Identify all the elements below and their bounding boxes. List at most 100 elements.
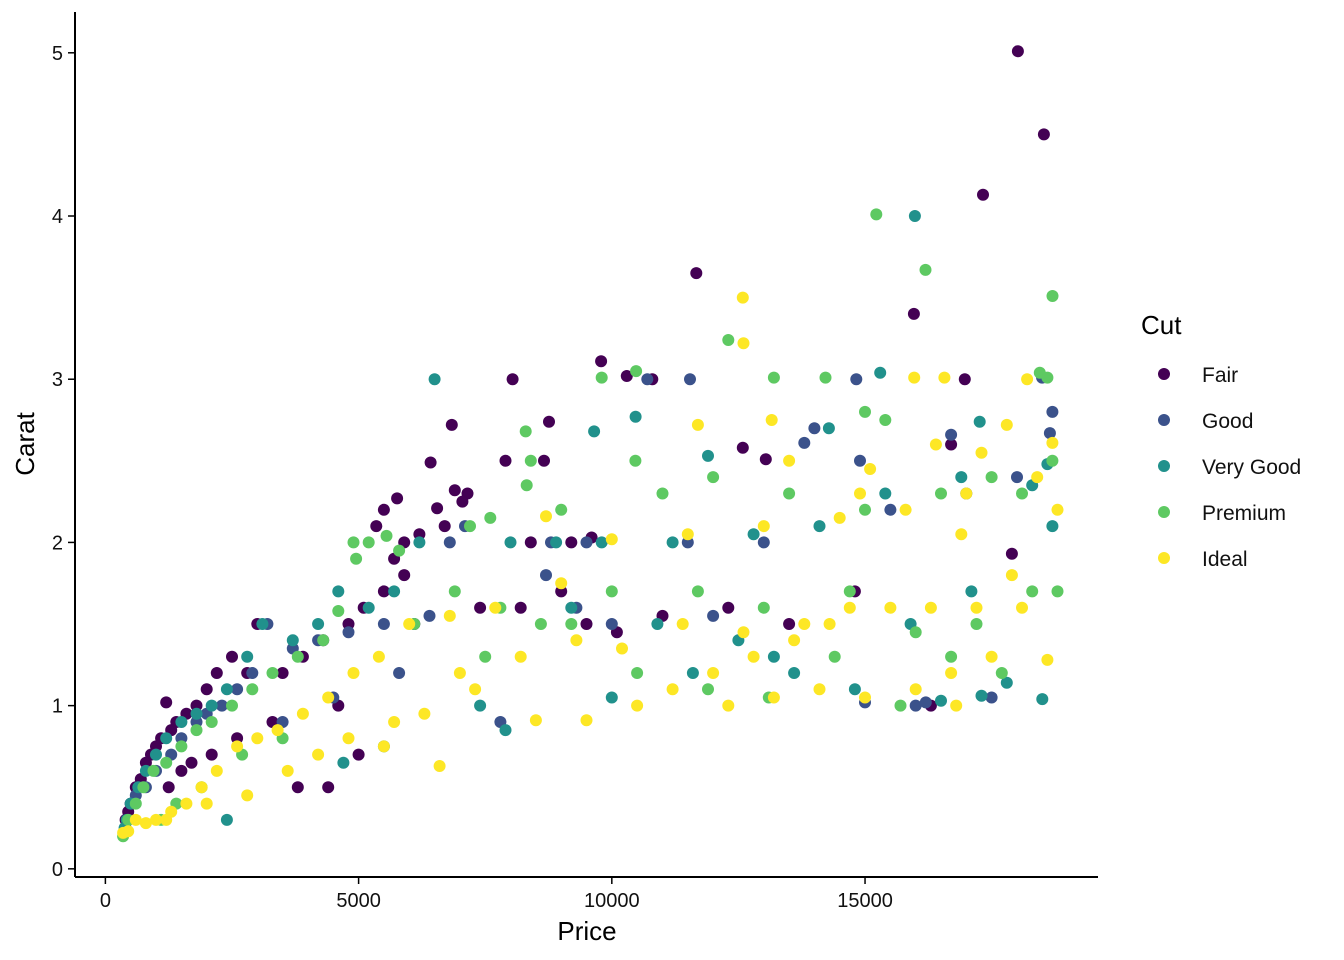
point-very-good [190, 707, 203, 720]
point-ideal [605, 533, 618, 546]
point-very-good [565, 601, 578, 614]
point-premium [757, 601, 770, 614]
point-ideal [945, 667, 958, 679]
point-premium [767, 371, 780, 384]
point-very-good [241, 650, 254, 663]
point-fair [445, 418, 458, 431]
point-ideal [843, 601, 856, 614]
point-ideal [271, 724, 284, 737]
point-premium [605, 585, 618, 598]
point-very-good [428, 373, 441, 386]
legend-key-very-good [1158, 460, 1170, 472]
point-premium [656, 487, 669, 500]
point-good [1046, 405, 1059, 418]
point-ideal [833, 511, 846, 524]
legend-label-ideal: Ideal [1202, 548, 1248, 571]
point-good [215, 699, 228, 712]
point-good [884, 503, 897, 516]
point-fair [456, 495, 469, 508]
point-ideal [195, 781, 208, 794]
legend-key-good [1158, 414, 1170, 426]
point-very-good [595, 536, 608, 549]
point-ideal [813, 683, 826, 696]
point-ideal [823, 618, 836, 630]
point-good [443, 536, 456, 549]
point-good [909, 699, 922, 712]
point-ideal [139, 817, 152, 830]
y-tick-label: 5 [52, 43, 63, 65]
point-very-good [175, 716, 188, 728]
point-fair [160, 696, 173, 709]
point-premium [205, 716, 218, 728]
point-good [393, 667, 406, 679]
point-ideal [1005, 569, 1018, 582]
point-ideal [529, 714, 542, 727]
point-premium [1051, 585, 1064, 598]
point-ideal [666, 683, 679, 696]
point-premium [1016, 487, 1028, 500]
point-premium [629, 454, 642, 467]
point-very-good [499, 724, 512, 737]
point-ideal [767, 691, 780, 704]
point-good [985, 691, 998, 704]
point-ideal [231, 740, 244, 753]
legend-label-very-good: Very Good [1202, 456, 1301, 479]
point-very-good [286, 634, 299, 647]
point-fair [424, 456, 437, 469]
point-very-good [879, 487, 892, 500]
point-ideal [788, 634, 801, 647]
point-premium [1041, 371, 1054, 384]
point-premium [828, 650, 841, 663]
legend-key-fair [1158, 368, 1170, 380]
point-ideal [489, 601, 502, 614]
point-premium [630, 365, 643, 378]
y-tick-label: 3 [52, 369, 63, 391]
point-premium [870, 208, 883, 221]
point-fair [565, 536, 578, 549]
point-very-good [160, 732, 173, 745]
point-ideal [322, 691, 335, 704]
point-very-good [813, 520, 826, 533]
x-tick-label: 5000 [336, 890, 381, 912]
point-very-good [935, 694, 947, 707]
point-premium [332, 605, 345, 617]
point-very-good [220, 683, 233, 696]
point-ideal [469, 683, 482, 696]
y-tick-label: 1 [52, 696, 63, 718]
point-premium [783, 487, 796, 500]
point-ideal [403, 618, 416, 630]
point-fair [185, 756, 198, 769]
point-ideal [1051, 503, 1064, 516]
point-ideal [570, 634, 583, 647]
point-very-good [955, 471, 968, 484]
point-ideal [443, 609, 456, 622]
x-tick-label: 0 [100, 890, 111, 912]
y-tick-label: 4 [52, 206, 63, 228]
point-fair [538, 454, 550, 467]
y-tick-label: 2 [52, 532, 63, 554]
point-fair [352, 748, 365, 761]
point-ideal [372, 650, 385, 663]
point-premium [1046, 290, 1059, 302]
point-ideal [631, 699, 644, 712]
point-ideal [737, 337, 750, 350]
point-fair [322, 781, 335, 794]
point-ideal [514, 650, 527, 663]
point-ideal [150, 813, 162, 826]
x-axis-title: Price [557, 916, 616, 946]
point-very-good [702, 449, 714, 462]
point-fair [291, 781, 304, 794]
point-very-good [504, 536, 517, 549]
point-premium [393, 544, 406, 557]
point-fair [448, 484, 461, 497]
point-ideal [377, 740, 390, 753]
point-ideal [929, 438, 942, 451]
point-premium [707, 471, 720, 484]
point-premium [347, 536, 360, 549]
point-fair [977, 188, 989, 201]
point-good [423, 609, 436, 622]
point-good [641, 373, 654, 386]
point-ideal [884, 601, 897, 614]
legend-label-fair: Fair [1202, 364, 1238, 387]
